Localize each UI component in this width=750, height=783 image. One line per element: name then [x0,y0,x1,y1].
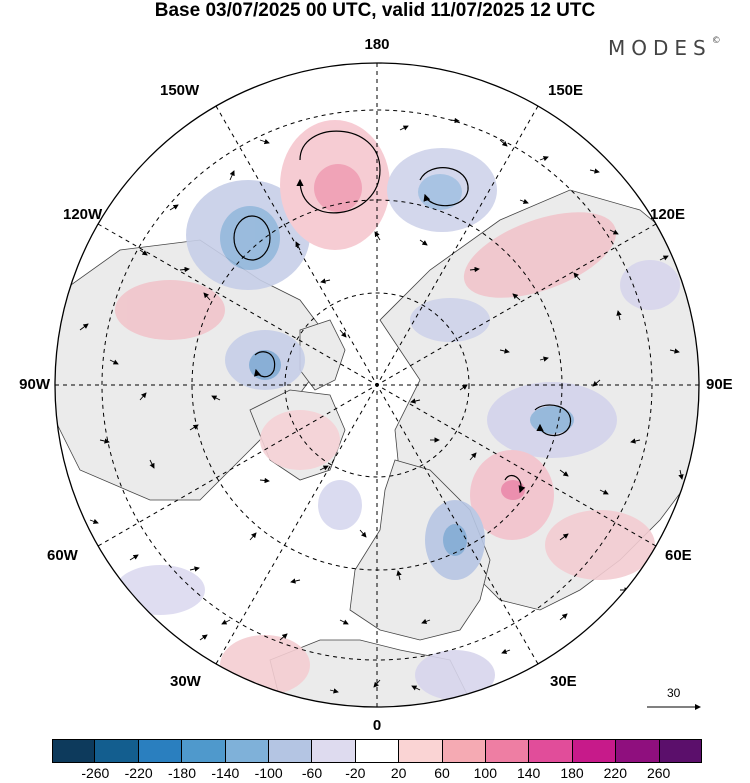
colorbar-swatch-14 [659,739,703,763]
colorbar-swatch-9 [442,739,487,763]
anomaly-negative-6 [415,650,495,700]
anomaly-positive-3 [463,212,617,298]
lon-label-150w: 150W [160,82,200,99]
colorbar-frame [52,739,702,763]
wind-vectors [79,117,684,703]
colorbar-tick-label: 60 [434,765,450,781]
colorbar-swatch-3 [182,739,226,763]
colorbar-tick-label: 100 [473,765,498,781]
anomaly-negative-5-core [443,524,467,556]
colorbar-swatch-13 [616,739,660,763]
colorbar-swatch-12 [572,739,617,763]
colorbar-tick-label: -140 [211,765,240,781]
lon-label-90w: 90W [19,376,50,393]
lon-label-120w: 120W [63,206,103,223]
anomaly-shading [115,120,680,700]
colorbar-swatch-4 [225,739,270,763]
lon-label-60e: 60E [665,547,692,564]
anomaly-negative-3-core [249,350,281,380]
map-title: Base 03/07/2025 00 UTC, valid 11/07/2025… [154,0,596,21]
colorbar-tick-label: -100 [254,765,283,781]
lon-label-120e: 120E [650,206,686,223]
lon-label-90e: 90E [706,376,733,393]
colorbar-swatch-0 [52,739,96,763]
colorbar-tick-label: -220 [124,765,153,781]
colorbar-tick-label: -180 [167,765,197,781]
colorbar-tick-label: 220 [603,765,628,781]
meridians [55,63,699,707]
lon-label-0: 0 [372,717,382,734]
lon-label-60w: 60W [47,547,78,564]
colorbar-swatch-11 [529,739,573,763]
colorbar-tick-label: 260 [646,765,671,781]
colorbar-swatch-1 [95,739,139,763]
lon-label-30e: 30E [550,673,577,690]
lon-label-180: 180 [364,36,390,53]
modes-logo: MODES© [608,36,721,60]
anomaly-positive-2-core [501,480,525,500]
colorbar-swatch-8 [399,739,443,763]
anomaly-positive-7 [260,410,340,470]
anomaly-positive-6 [220,635,310,695]
colorbar-swatch-5 [269,739,313,763]
colorbar-tick-label: -20 [345,765,366,781]
colorbar-tick-label: -260 [81,765,110,781]
anomaly-negative-8 [318,480,362,530]
polar-map [54,62,701,710]
map-boundary [54,62,700,708]
colorbar-swatch-2 [138,739,183,763]
colorbar-tick-label: 180 [560,765,584,781]
colorbar-tick-label: -60 [301,765,323,781]
reference-vector-label: 30 [667,686,681,700]
colorbar-swatch-6 [312,739,356,763]
anomaly-positive-4 [115,280,225,340]
colorbar-tick-label: 20 [390,765,407,781]
anomaly-negative-7 [410,298,490,342]
logo-registered-mark: © [711,36,721,46]
lon-label-30w: 30W [170,673,201,690]
anomaly-negative-10 [620,260,680,310]
anomaly-positive-1-core [314,164,362,212]
colorbar-swatch-7 [355,739,400,763]
colorbar-tick-label: 140 [516,765,541,781]
lon-label-150e: 150E [548,82,584,99]
logo-text: MODES [608,36,712,60]
anomaly-positive-5 [545,510,655,580]
colorbar-swatch-10 [486,739,530,763]
colorbar [52,739,703,763]
